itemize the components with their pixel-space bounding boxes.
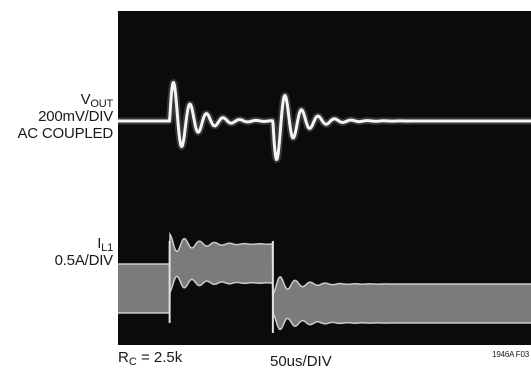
scope-traces: [115, 79, 531, 333]
vout-scale: 200mV/DIV: [38, 108, 113, 125]
timebase-label: 50us/DIV: [270, 353, 332, 370]
il1-channel-label: IL1 0.5A/DIV: [54, 235, 114, 269]
vout-name: VOUT: [80, 91, 114, 110]
vout-trace: [117, 81, 531, 161]
il1-ripple-band: [118, 234, 531, 330]
rc-annotation: RC = 2.5k: [118, 349, 183, 368]
figure-id: 1946A F03: [492, 350, 529, 359]
il1-name: IL1: [97, 235, 113, 254]
il1-lower-edge: [118, 275, 531, 331]
vout-channel-label: VOUT 200mV/DIV AC COUPLED: [17, 91, 113, 142]
il1-upper-edge: [118, 232, 531, 296]
vout-coupling: AC COUPLED: [17, 125, 113, 142]
oscilloscope-screen: [115, 11, 531, 345]
vout-trace-glow: [115, 79, 531, 163]
il1-scale: 0.5A/DIV: [54, 252, 114, 269]
